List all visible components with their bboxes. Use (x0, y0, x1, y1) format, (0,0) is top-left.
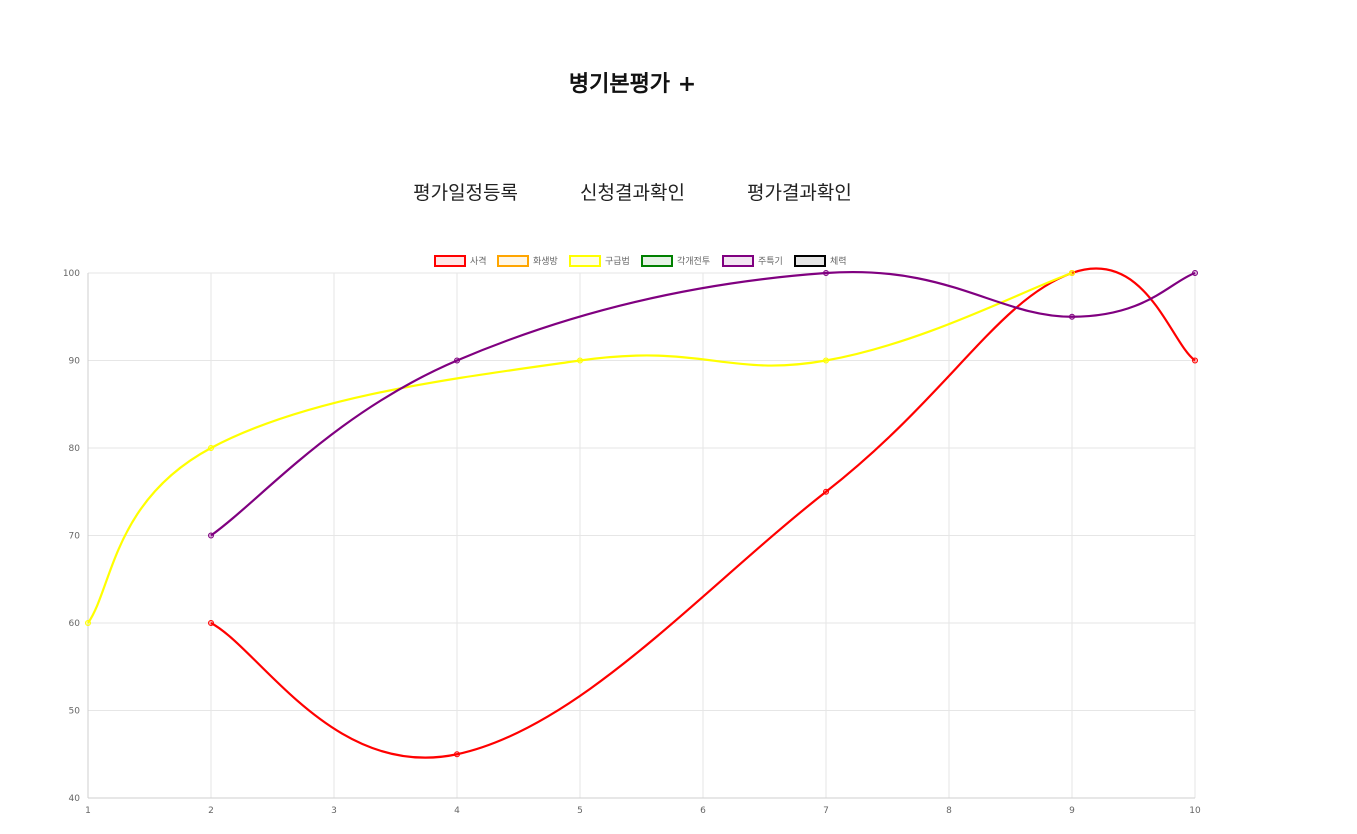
data-point (823, 357, 829, 364)
legend-label: 구급법 (605, 256, 630, 267)
data-point (1192, 357, 1198, 364)
x-tick-label: 10 (1189, 806, 1201, 816)
x-tick-label: 4 (454, 806, 460, 816)
nav-item-application-result[interactable]: 신청결과확인 (580, 182, 685, 204)
y-tick-label: 40 (69, 794, 81, 804)
data-point (454, 751, 460, 758)
legend-swatch (794, 255, 826, 267)
y-tick-label: 90 (69, 357, 81, 367)
data-point (823, 270, 829, 276)
data-point (823, 488, 829, 495)
data-point (1069, 313, 1075, 320)
legend-label: 화생방 (533, 256, 558, 267)
legend-swatch (497, 255, 529, 267)
data-point (454, 357, 460, 364)
x-tick-label: 1 (85, 806, 91, 816)
series-line (210, 267, 1196, 759)
legend-swatch (641, 255, 673, 267)
series-line (87, 271, 1073, 624)
line-chart: 40 50 60 70 80 90 100 1 2 3 4 5 6 7 8 9 10 사격 화생방 구급법 각개전투 주특… (63, 255, 1201, 816)
data-point (208, 532, 214, 539)
data-point (208, 445, 214, 451)
legend-swatch (569, 255, 601, 267)
data-point (577, 357, 583, 364)
page-title: 병기본평가 + (568, 72, 697, 97)
series-line (210, 270, 1196, 537)
y-tick-label: 50 (69, 707, 81, 717)
data-point (1192, 270, 1198, 276)
data-point (1069, 270, 1075, 276)
legend-swatch (434, 255, 466, 267)
legend-swatch (722, 255, 754, 267)
nav-item-schedule-register[interactable]: 평가일정등록 (413, 182, 518, 204)
y-tick-label: 80 (69, 444, 81, 454)
x-tick-label: 2 (208, 806, 214, 816)
y-tick-label: 100 (63, 269, 80, 279)
y-tick-label: 60 (69, 619, 81, 629)
data-point (85, 620, 91, 626)
legend-label: 체력 (830, 255, 847, 267)
legend-label: 주특기 (758, 256, 783, 267)
data-point (208, 620, 214, 626)
x-tick-label: 8 (946, 806, 952, 816)
x-tick-label: 9 (1069, 806, 1075, 816)
nav-menu: 평가일정등록 신청결과확인 평가결과확인 (0, 178, 1265, 205)
x-tick-label: 5 (577, 806, 583, 816)
legend-label: 사격 (470, 255, 487, 267)
x-tick-label: 3 (331, 806, 337, 816)
x-tick-label: 6 (700, 806, 706, 816)
nav-item-evaluation-result[interactable]: 평가결과확인 (746, 182, 852, 204)
y-tick-label: 70 (69, 532, 81, 542)
legend-label: 각개전투 (677, 255, 710, 267)
x-tick-label: 7 (823, 806, 829, 816)
